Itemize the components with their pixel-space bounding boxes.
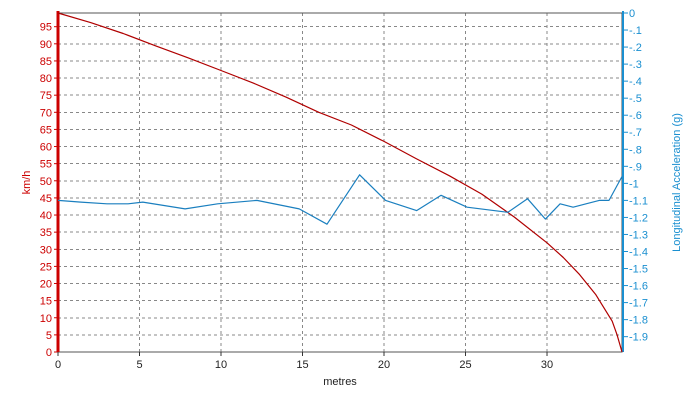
y-right-tick-label: -1.1	[629, 195, 648, 207]
y-left-tick-label: 30	[40, 244, 52, 256]
y-left-tick-label: 60	[40, 142, 52, 154]
y-right-tick-label: -.7	[629, 127, 642, 139]
y-left-tick-label: 0	[46, 347, 52, 359]
y-left-tick-label: 20	[40, 279, 52, 291]
y-right-tick-label: -.5	[629, 93, 642, 105]
y-left-tick-label: 70	[40, 107, 52, 119]
x-tick-label: 25	[459, 359, 471, 371]
y-left-tick-label: 95	[40, 22, 52, 34]
y-left-tick-label: 35	[40, 227, 52, 239]
acceleration-series-line	[57, 174, 623, 225]
y-left-tick-label: 90	[40, 39, 52, 51]
y-right-tick-label: -.3	[629, 59, 642, 71]
y-left-tick-label: 10	[40, 313, 52, 325]
x-tick-label: 15	[296, 359, 308, 371]
y-right-tick-label: -1.2	[629, 212, 648, 224]
series-layer	[57, 12, 623, 353]
y-right-tick-label: -.9	[629, 161, 642, 173]
y-left-tick-label: 65	[40, 124, 52, 136]
y-left-tick-label: 80	[40, 73, 52, 85]
x-tick-label: 20	[378, 359, 390, 371]
y-right-tick-label: -.4	[629, 76, 642, 88]
y-right-tick-label: -1.9	[629, 332, 648, 344]
y-right-tick-label: -1.7	[629, 298, 648, 310]
grid	[58, 13, 622, 352]
y-right-tick-label: -1.8	[629, 315, 648, 327]
y-right-tick-label: -.1	[629, 25, 642, 37]
x-axis-label: metres	[323, 376, 357, 388]
y-right-tick-label: -1.4	[629, 246, 648, 258]
y-right-tick-label: -1.5	[629, 264, 648, 276]
y-right-tick-label: -.2	[629, 42, 642, 54]
y-left-tick-label: 45	[40, 193, 52, 205]
y-left-tick-label: 5	[46, 330, 52, 342]
y-left-tick-label: 15	[40, 296, 52, 308]
plot-frame	[57, 12, 623, 353]
y-left-tick-label: 55	[40, 159, 52, 171]
y-right-tick-label: -1.3	[629, 229, 648, 241]
x-tick-label: 10	[215, 359, 227, 371]
speed-series-line	[57, 12, 623, 353]
y-left-tick-label: 50	[40, 176, 52, 188]
y-left-tick-label: 75	[40, 90, 52, 102]
x-tick-label: 0	[55, 359, 61, 371]
y-left-tick-label: 40	[40, 210, 52, 222]
y-right-tick-label: -.6	[629, 110, 642, 122]
y-right-axis-label: Longitudinal Acceleration (g)	[671, 113, 683, 252]
y-right-tick-label: 0	[629, 8, 635, 20]
y-left-tick-label: 85	[40, 56, 52, 68]
x-tick-label: 5	[136, 359, 142, 371]
y-left-tick-label: 25	[40, 261, 52, 273]
x-tick-label: 30	[541, 359, 553, 371]
y-right-tick-label: -1	[629, 178, 639, 190]
y-right-tick-label: -1.6	[629, 281, 648, 293]
y-right-tick-label: -.8	[629, 144, 642, 156]
y-left-axis-label: km/h	[21, 171, 33, 195]
axes: 051015202530354045505560657075808590950-…	[40, 8, 648, 371]
